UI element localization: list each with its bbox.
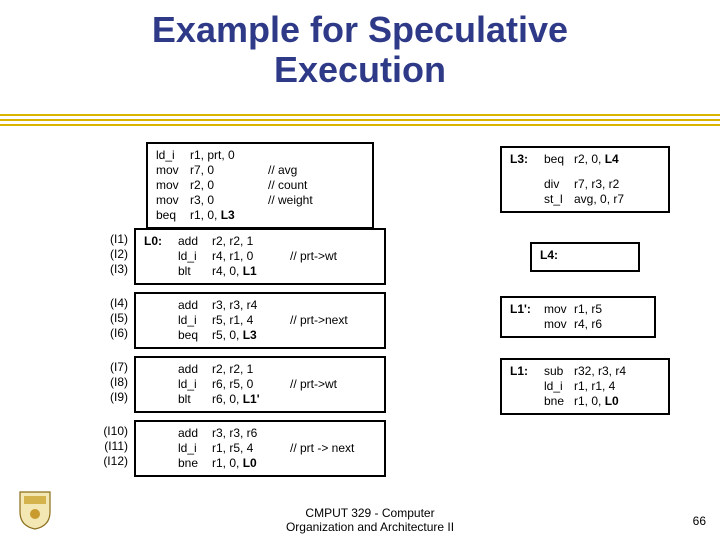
code-row: bltr4, 0, L1 [178, 264, 376, 279]
block-label: L3: [510, 152, 544, 167]
code-block-b4: addr3, r3, r6ld_ir1, r5, 4// prt -> next… [134, 420, 386, 477]
code-row: ld_ir4, r1, 0// prt->wt [178, 249, 376, 264]
decor-lines [0, 114, 720, 128]
instr-labels-b3: (I7)(I8)(I9) [88, 360, 128, 405]
instr-labels-l0: (I1)(I2)(I3) [88, 232, 128, 277]
code-row: ld_ir1, prt, 0 [156, 148, 364, 163]
slide-title: Example for Speculative Execution [0, 0, 720, 89]
code-row: subr32, r3, r4 [544, 364, 674, 379]
title-line-2: Execution [274, 49, 446, 90]
code-row: divr7, r3, r2 [544, 177, 674, 192]
instr-index: (I6) [88, 326, 128, 341]
title-line-1: Example for Speculative [152, 9, 568, 50]
instr-index: (I7) [88, 360, 128, 375]
instr-index: (I11) [82, 439, 128, 454]
crest-logo [18, 490, 52, 530]
block-label: L0: [144, 234, 178, 279]
instr-index: (I8) [88, 375, 128, 390]
code-row: ld_ir6, r5, 0// prt->wt [178, 377, 376, 392]
code-row: st_lavg, 0, r7 [544, 192, 674, 207]
code-block-l1prime: L1':movr1, r5movr4, r6 [500, 296, 656, 338]
instr-index: (I9) [88, 390, 128, 405]
code-row: movr1, r5 [544, 302, 674, 317]
instr-index: (I2) [88, 247, 128, 262]
footer-line-1: CMPUT 329 - Computer [305, 506, 434, 520]
code-row: addr3, r3, r6 [178, 426, 376, 441]
code-block-b2: addr3, r3, r4ld_ir5, r1, 4// prt->nextbe… [134, 292, 386, 349]
code-block-l0: L0:addr2, r2, 1ld_ir4, r1, 0// prt->wtbl… [134, 228, 386, 285]
code-row: ld_ir1, r1, 4 [544, 379, 674, 394]
code-row: addr2, r2, 1 [178, 234, 376, 249]
code-row: ld_ir5, r1, 4// prt->next [178, 313, 376, 328]
code-block-l1: L1:subr32, r3, r4ld_ir1, r1, 4bner1, 0, … [500, 358, 670, 415]
instr-labels-b2: (I4)(I5)(I6) [88, 296, 128, 341]
code-row: beqr1, 0, L3 [156, 208, 364, 223]
footer-course: CMPUT 329 - Computer Organization and Ar… [240, 506, 500, 534]
code-row: bner1, 0, L0 [544, 394, 674, 409]
block-label: L1: [510, 364, 544, 409]
content-area: ld_ir1, prt, 0movr7, 0// avgmovr2, 0// c… [0, 136, 720, 540]
footer-line-2: Organization and Architecture II [286, 520, 454, 534]
instr-index: (I12) [82, 454, 128, 469]
code-row: movr3, 0// weight [156, 193, 364, 208]
code-row: beqr5, 0, L3 [178, 328, 376, 343]
code-row: bner1, 0, L0 [178, 456, 376, 471]
code-block-b3: addr2, r2, 1ld_ir6, r5, 0// prt->wtbltr6… [134, 356, 386, 413]
code-row: movr4, r6 [544, 317, 674, 332]
instr-index: (I1) [88, 232, 128, 247]
code-block-l4: L4: [530, 242, 640, 272]
code-row: addr3, r3, r4 [178, 298, 376, 313]
code-block-l3: L3:beqr2, 0, L4divr7, r3, r2st_lavg, 0, … [500, 146, 670, 213]
slide-number: 66 [693, 514, 706, 528]
code-row: ld_ir1, r5, 4// prt -> next [178, 441, 376, 456]
code-row: movr7, 0// avg [156, 163, 364, 178]
code-block-init: ld_ir1, prt, 0movr7, 0// avgmovr2, 0// c… [146, 142, 374, 229]
code-row: addr2, r2, 1 [178, 362, 376, 377]
instr-index: (I10) [82, 424, 128, 439]
code-row: bltr6, 0, L1' [178, 392, 376, 407]
block-label: L4: [540, 248, 558, 262]
instr-labels-b4: (I10)(I11)(I12) [82, 424, 128, 469]
block-label: L1': [510, 302, 544, 332]
instr-index: (I4) [88, 296, 128, 311]
code-row: beqr2, 0, L4 [544, 152, 674, 167]
code-row: movr2, 0// count [156, 178, 364, 193]
instr-index: (I3) [88, 262, 128, 277]
instr-index: (I5) [88, 311, 128, 326]
